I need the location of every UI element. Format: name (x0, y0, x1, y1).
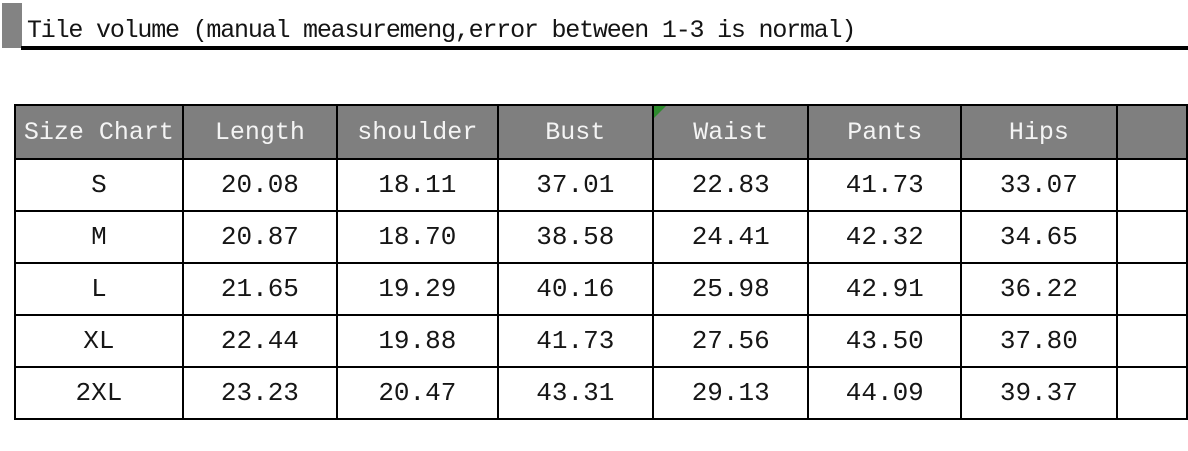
value-cell: 37.01 (496, 158, 655, 212)
header-row: Size Chart Length shoulder Bust Waist Pa… (14, 104, 1188, 160)
value-cell: 41.73 (496, 314, 655, 368)
clipped-empty-cell (1115, 366, 1188, 420)
clipped-empty-cell (1115, 158, 1188, 212)
title-marker-square (2, 3, 22, 48)
value-cell: 37.80 (960, 314, 1118, 368)
value-cell: 22.44 (181, 314, 339, 368)
table-row: XL 22.44 19.88 41.73 27.56 43.50 37.80 (14, 314, 1188, 368)
value-cell: 29.13 (651, 366, 810, 420)
value-cell: 20.47 (336, 366, 499, 420)
table-row: M 20.87 18.70 38.58 24.41 42.32 34.65 (14, 210, 1188, 264)
value-cell: 24.41 (651, 210, 810, 264)
size-cell: S (14, 158, 184, 212)
size-chart-table: Size Chart Length shoulder Bust Waist Pa… (14, 104, 1188, 420)
value-cell: 44.09 (807, 366, 963, 420)
value-cell: 21.65 (181, 262, 339, 316)
header-waist-label: Waist (693, 117, 769, 147)
header-shoulder: shoulder (336, 104, 499, 160)
value-cell: 40.16 (496, 262, 655, 316)
clipped-empty-cell (1115, 262, 1188, 316)
value-cell: 18.70 (336, 210, 499, 264)
clipped-empty-cell (1115, 210, 1188, 264)
value-cell: 33.07 (960, 158, 1118, 212)
table-row: 2XL 23.23 20.47 43.31 29.13 44.09 39.37 (14, 366, 1188, 420)
clipped-empty-cell (1115, 314, 1188, 368)
value-cell: 38.58 (496, 210, 655, 264)
value-cell: 34.65 (960, 210, 1118, 264)
value-cell: 22.83 (651, 158, 810, 212)
value-cell: 43.50 (807, 314, 963, 368)
page-title: Tile volume (manual measuremeng,error be… (27, 16, 856, 45)
value-cell: 19.29 (336, 262, 499, 316)
table-row: S 20.08 18.11 37.01 22.83 41.73 33.07 (14, 158, 1188, 212)
header-length: Length (181, 104, 339, 160)
value-cell: 42.32 (807, 210, 963, 264)
size-cell: M (14, 210, 184, 264)
size-cell: L (14, 262, 184, 316)
size-cell: 2XL (14, 366, 184, 420)
value-cell: 18.11 (336, 158, 499, 212)
comment-flag-icon (655, 107, 666, 118)
table-row: L 21.65 19.29 40.16 25.98 42.91 36.22 (14, 262, 1188, 316)
value-cell: 36.22 (960, 262, 1118, 316)
header-size-chart: Size Chart (14, 104, 184, 160)
size-cell: XL (14, 314, 184, 368)
header-waist: Waist (651, 104, 810, 160)
value-cell: 42.91 (807, 262, 963, 316)
value-cell: 25.98 (651, 262, 810, 316)
title-underline (21, 46, 1188, 50)
header-bust: Bust (496, 104, 655, 160)
header-hips: Hips (960, 104, 1118, 160)
header-clipped-empty (1115, 104, 1188, 160)
value-cell: 20.87 (181, 210, 339, 264)
value-cell: 39.37 (960, 366, 1118, 420)
value-cell: 19.88 (336, 314, 499, 368)
table-body: S 20.08 18.11 37.01 22.83 41.73 33.07 M 20.87 18.… (14, 158, 1188, 420)
header-pants: Pants (807, 104, 963, 160)
value-cell: 43.31 (496, 366, 655, 420)
value-cell: 23.23 (181, 366, 339, 420)
value-cell: 27.56 (651, 314, 810, 368)
value-cell: 41.73 (807, 158, 963, 212)
value-cell: 20.08 (181, 158, 339, 212)
